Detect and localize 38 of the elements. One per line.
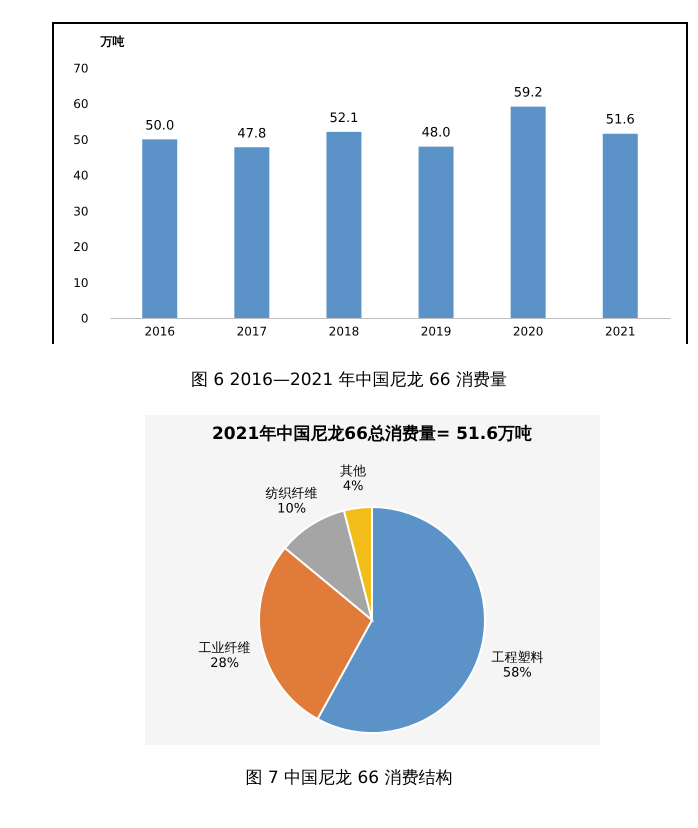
x-tick-label: 2017 (236, 324, 268, 338)
slice-label: 纺织纤维 (266, 486, 318, 502)
y-tick-label: 0 (80, 312, 88, 326)
x-tick-label: 2021 (604, 324, 636, 338)
y-tick-label: 20 (73, 240, 88, 254)
y-axis-title: 万吨 (100, 34, 124, 48)
data-label: 51.6 (606, 112, 635, 128)
data-label: 47.8 (237, 126, 266, 142)
text: 图 6 2016—2021 年中国尼龙 66 消费量 (190, 369, 508, 391)
y-tick-label: 70 (73, 62, 88, 76)
bar (418, 146, 454, 318)
bar (510, 106, 546, 318)
y-tick-label: 50 (73, 132, 88, 147)
data-label: 59.2 (514, 86, 543, 101)
bar (234, 147, 270, 318)
data-label: 52.1 (329, 110, 358, 126)
data-label: 4% (342, 479, 364, 494)
data-label: 48.0 (422, 126, 451, 141)
bar (326, 132, 362, 318)
y-tick-label: 10 (73, 276, 88, 290)
slice-label: 工业纤维 (198, 641, 251, 656)
bar (142, 139, 178, 318)
x-tick-label: 2018 (328, 324, 360, 338)
data-label: 50.0 (145, 118, 174, 134)
chart-title: 2021年中国尼龙66总消费量= 51.6万吨 (212, 424, 532, 444)
x-tick-label: 2016 (144, 324, 176, 338)
slice-label: 工程塑料 (491, 649, 544, 666)
y-tick-label: 40 (73, 168, 88, 183)
caption: 图 7 中国尼龙 66 消费结构 (244, 767, 454, 789)
x-tick-label: 2019 (420, 324, 452, 338)
bar (602, 134, 638, 318)
y-tick-label: 60 (73, 97, 88, 112)
x-tick-label: 2020 (512, 324, 544, 338)
data-label: 10% (277, 501, 306, 516)
y-tick-label: 30 (73, 204, 88, 218)
slice-label: 其他 (340, 464, 366, 480)
data-label: 28% (210, 656, 240, 672)
data-label: 58% (502, 665, 532, 680)
